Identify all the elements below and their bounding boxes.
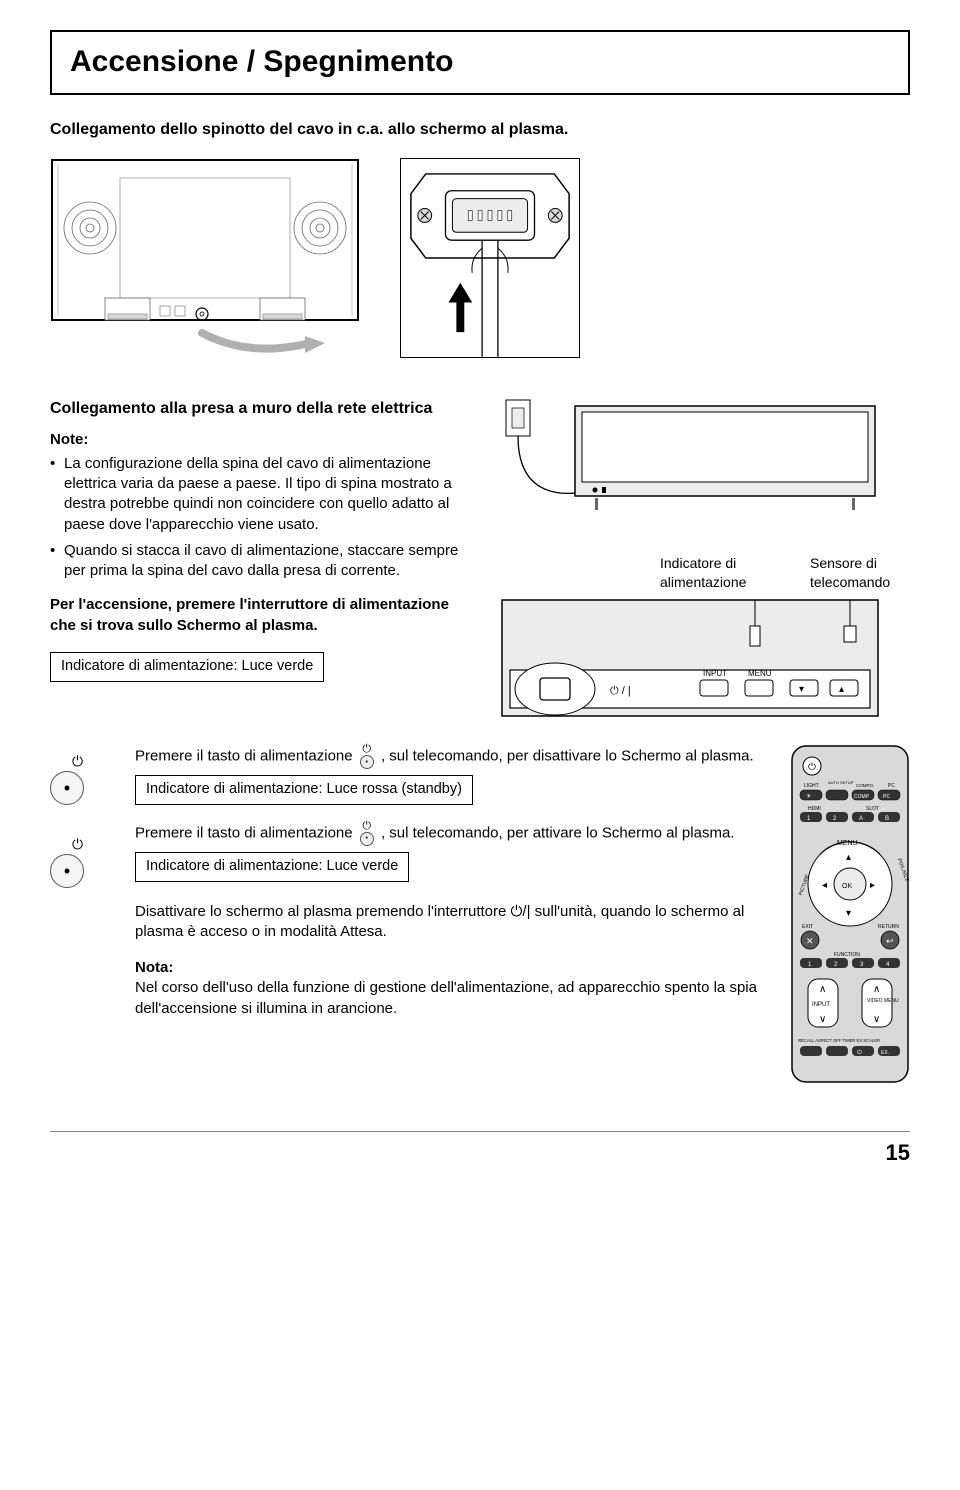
nota-text: Nel corso dell'uso della funzione di ges…: [135, 978, 760, 1019]
svg-text:PC: PC: [883, 794, 890, 800]
svg-text:COMP: COMP: [854, 794, 870, 800]
svg-text:◂: ◂: [822, 880, 827, 891]
svg-text:SLOT: SLOT: [866, 806, 879, 812]
svg-text:∧: ∧: [819, 984, 826, 995]
svg-text:▴: ▴: [846, 852, 851, 863]
p2: Premere il tasto di alimentazione ⏻• , s…: [135, 821, 760, 846]
svg-text:↩: ↩: [886, 936, 894, 946]
remote-column: ⏻ LIGHT AUTO SETUP COMPO. PC ☀ COMP PC H…: [790, 744, 910, 1090]
svg-text:▾: ▾: [799, 684, 804, 695]
power-inline-icon: ⏻•: [360, 744, 374, 769]
indicator-red-box: Indicatore di alimentazione: Luce rossa …: [135, 775, 473, 805]
svg-text:▴: ▴: [839, 684, 844, 695]
power-switch-inline-icon: ⏻/|: [511, 903, 531, 920]
control-panel-diagram: ⏻ / | INPUT MENU ▾ ▴: [500, 598, 880, 718]
power-icon: ⏻: [50, 835, 105, 854]
page-number: 15: [50, 1131, 910, 1168]
svg-text:INPUT: INPUT: [703, 669, 727, 678]
svg-text:▸: ▸: [870, 880, 875, 891]
svg-text:EXIT: EXIT: [802, 924, 813, 930]
power-button-1: •: [50, 771, 84, 805]
svg-text:⏻: ⏻: [808, 762, 816, 773]
p1: Premere il tasto di alimentazione ⏻• , s…: [135, 744, 760, 769]
note-label: Note:: [50, 431, 88, 448]
left-column: Collegamento alla presa a muro della ret…: [50, 398, 470, 724]
svg-text:VIDEO MENU: VIDEO MENU: [867, 998, 899, 1004]
svg-text:HDMI: HDMI: [808, 806, 821, 812]
svg-text:LIGHT: LIGHT: [804, 783, 819, 789]
svg-text:INPUT: INPUT: [812, 1002, 830, 1008]
svg-text:∧: ∧: [873, 984, 880, 995]
remote-diagram: ⏻ LIGHT AUTO SETUP COMPO. PC ☀ COMP PC H…: [790, 744, 910, 1084]
power-button-2: •: [50, 854, 84, 888]
p3: Disattivare lo schermo al plasma premend…: [135, 902, 760, 943]
indicator-green-box: Indicatore di alimentazione: Luce verde: [50, 652, 324, 682]
indicator-green2-box: Indicatore di alimentazione: Luce verde: [135, 852, 409, 882]
svg-text:RECALL ASPECT OFF TIMER EX.SCA: RECALL ASPECT OFF TIMER EX.SCALER: [798, 1038, 880, 1043]
svg-text:OK: OK: [842, 883, 852, 890]
mid-columns: Collegamento alla presa a muro della ret…: [50, 398, 910, 724]
svg-text:B: B: [885, 816, 889, 822]
right-column: Indicatore di alimentazione Sensore di t…: [500, 398, 910, 724]
svg-text:FUNCTION: FUNCTION: [834, 952, 860, 958]
page-title: Accensione / Spegnimento: [70, 42, 890, 83]
svg-text:MENU: MENU: [748, 669, 772, 678]
svg-text:✕: ✕: [806, 936, 814, 946]
svg-text:PC: PC: [888, 783, 895, 789]
svg-text:A: A: [859, 816, 863, 822]
note-bullets: La configurazione della spina del cavo d…: [50, 454, 470, 582]
power-on-text: Per l'accensione, premere l'interruttore…: [50, 595, 470, 636]
power-button-column: ⏻ • ⏻ •: [50, 744, 105, 1090]
plug-diagram: [400, 158, 580, 358]
svg-text:COMPO.: COMPO.: [856, 783, 874, 788]
svg-text:⏻: ⏻: [857, 1049, 862, 1056]
diagram-row: [50, 158, 910, 358]
bullet-2: Quando si stacca il cavo di alimentazion…: [50, 541, 470, 582]
subtitle: Collegamento dello spinotto del cavo in …: [50, 119, 910, 141]
svg-text:∨: ∨: [873, 1014, 880, 1025]
lower-section: ⏻ • ⏻ • Premere il tasto di alimentazion…: [50, 744, 910, 1090]
power-inline-icon: ⏻•: [360, 821, 374, 846]
bullet-1: La configurazione della spina del cavo d…: [50, 454, 470, 535]
svg-text:⏻ / |: ⏻ / |: [610, 685, 631, 697]
svg-text:MENU: MENU: [837, 840, 858, 847]
indicator-label: Indicatore di alimentazione: [660, 554, 770, 592]
svg-text:EX.: EX.: [881, 1050, 889, 1056]
panel-callouts: Indicatore di alimentazione Sensore di t…: [500, 554, 910, 592]
section2-heading: Collegamento alla presa a muro della ret…: [50, 398, 470, 420]
title-box: Accensione / Spegnimento: [50, 30, 910, 95]
svg-text:AUTO SETUP: AUTO SETUP: [828, 780, 854, 785]
svg-text:RETURN: RETURN: [878, 924, 899, 930]
svg-text:∨: ∨: [819, 1014, 826, 1025]
power-icon: ⏻: [50, 752, 105, 771]
svg-text:▾: ▾: [846, 908, 851, 919]
lower-text-column: Premere il tasto di alimentazione ⏻• , s…: [135, 744, 760, 1090]
sensor-label: Sensore di telecomando: [810, 554, 910, 592]
tv-back-diagram: [50, 158, 360, 358]
tv-wall-diagram: [500, 398, 880, 548]
nota-label: Nota:: [135, 958, 760, 978]
svg-text:☀: ☀: [806, 793, 811, 800]
